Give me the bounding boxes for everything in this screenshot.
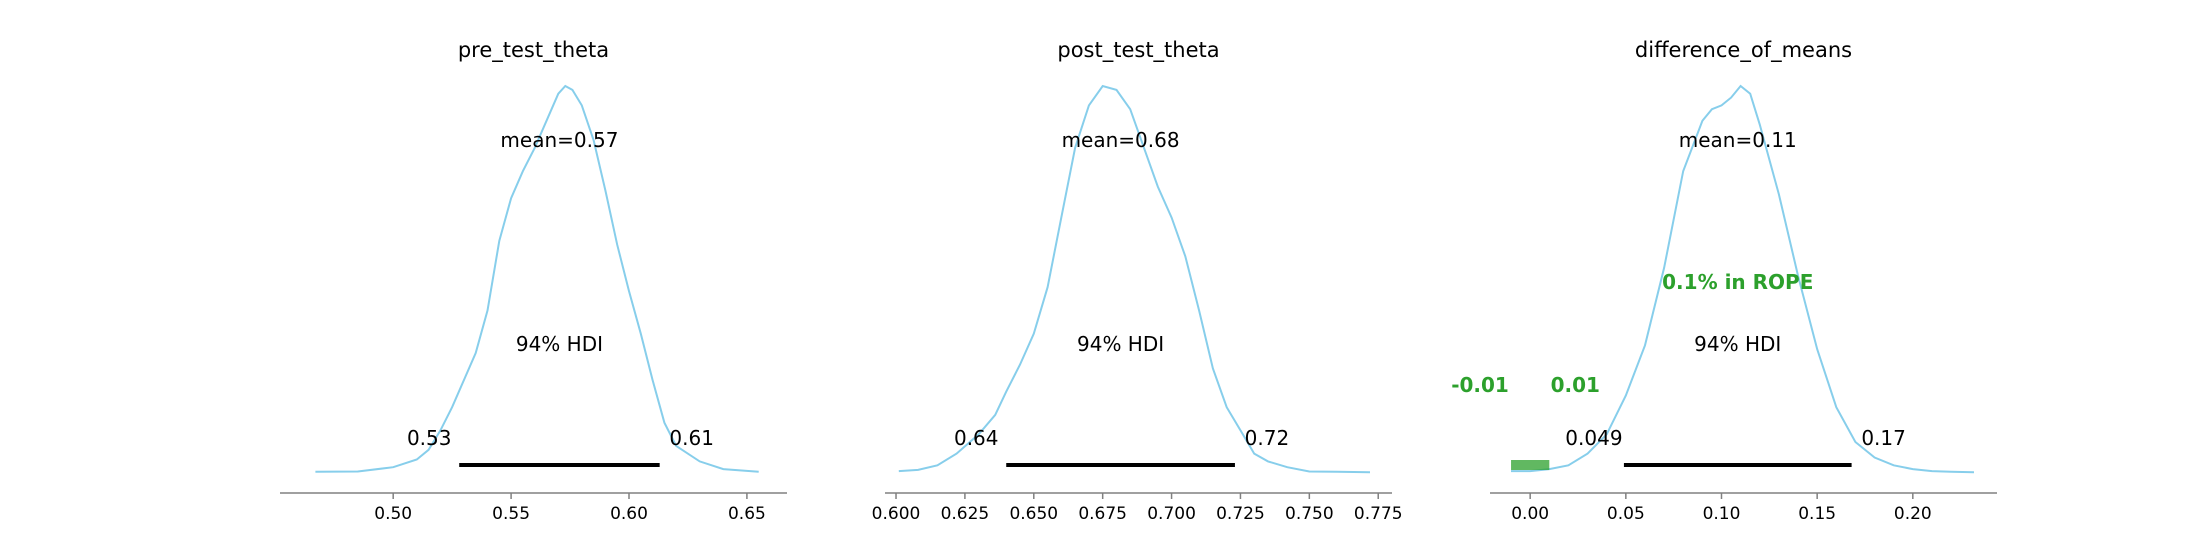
x-tick-label: 0.625 bbox=[941, 504, 990, 524]
mean-label: mean=0.57 bbox=[500, 128, 618, 152]
x-tick-label: 0.600 bbox=[872, 504, 921, 524]
x-tick-label: 0.15 bbox=[1798, 504, 1836, 524]
rope-label: 0.1% in ROPE bbox=[1662, 270, 1813, 294]
x-tick-label: 0.20 bbox=[1894, 504, 1932, 524]
x-tick-label: 0.05 bbox=[1607, 504, 1645, 524]
hdi-label: 94% HDI bbox=[516, 332, 603, 356]
rope-low-label: -0.01 bbox=[1451, 373, 1509, 397]
panel-title: pre_test_theta bbox=[458, 38, 609, 63]
panel-title: post_test_theta bbox=[1057, 38, 1219, 63]
mean-label: mean=0.11 bbox=[1679, 128, 1797, 152]
x-tick-label: 0.675 bbox=[1078, 504, 1127, 524]
hdi-high-label: 0.72 bbox=[1245, 426, 1290, 450]
hdi-high-label: 0.61 bbox=[669, 426, 714, 450]
kde-curve bbox=[898, 84, 1371, 474]
x-tick-label: 0.725 bbox=[1216, 504, 1265, 524]
rope-high-label: 0.01 bbox=[1551, 373, 1600, 397]
hdi-low-label: 0.53 bbox=[407, 426, 452, 450]
x-tick-label: 0.50 bbox=[374, 504, 412, 524]
rope-bar bbox=[1511, 460, 1550, 470]
x-tick-label: 0.775 bbox=[1354, 504, 1403, 524]
kde-curve bbox=[315, 84, 759, 473]
mean-label: mean=0.68 bbox=[1062, 128, 1180, 152]
x-tick-label: 0.700 bbox=[1147, 504, 1196, 524]
x-tick-label: 0.650 bbox=[1009, 504, 1058, 524]
hdi-low-label: 0.049 bbox=[1565, 426, 1622, 450]
x-tick-label: 0.10 bbox=[1703, 504, 1741, 524]
hdi-label: 94% HDI bbox=[1077, 332, 1164, 356]
x-tick-label: 0.60 bbox=[610, 504, 648, 524]
x-tick-label: 0.00 bbox=[1511, 504, 1549, 524]
x-tick-label: 0.750 bbox=[1285, 504, 1334, 524]
hdi-high-label: 0.17 bbox=[1861, 426, 1906, 450]
panel-title: difference_of_means bbox=[1635, 38, 1852, 63]
x-tick-label: 0.65 bbox=[728, 504, 766, 524]
hdi-low-label: 0.64 bbox=[954, 426, 999, 450]
x-tick-label: 0.55 bbox=[492, 504, 530, 524]
hdi-label: 94% HDI bbox=[1694, 332, 1781, 356]
kde-curve bbox=[1511, 84, 1975, 474]
